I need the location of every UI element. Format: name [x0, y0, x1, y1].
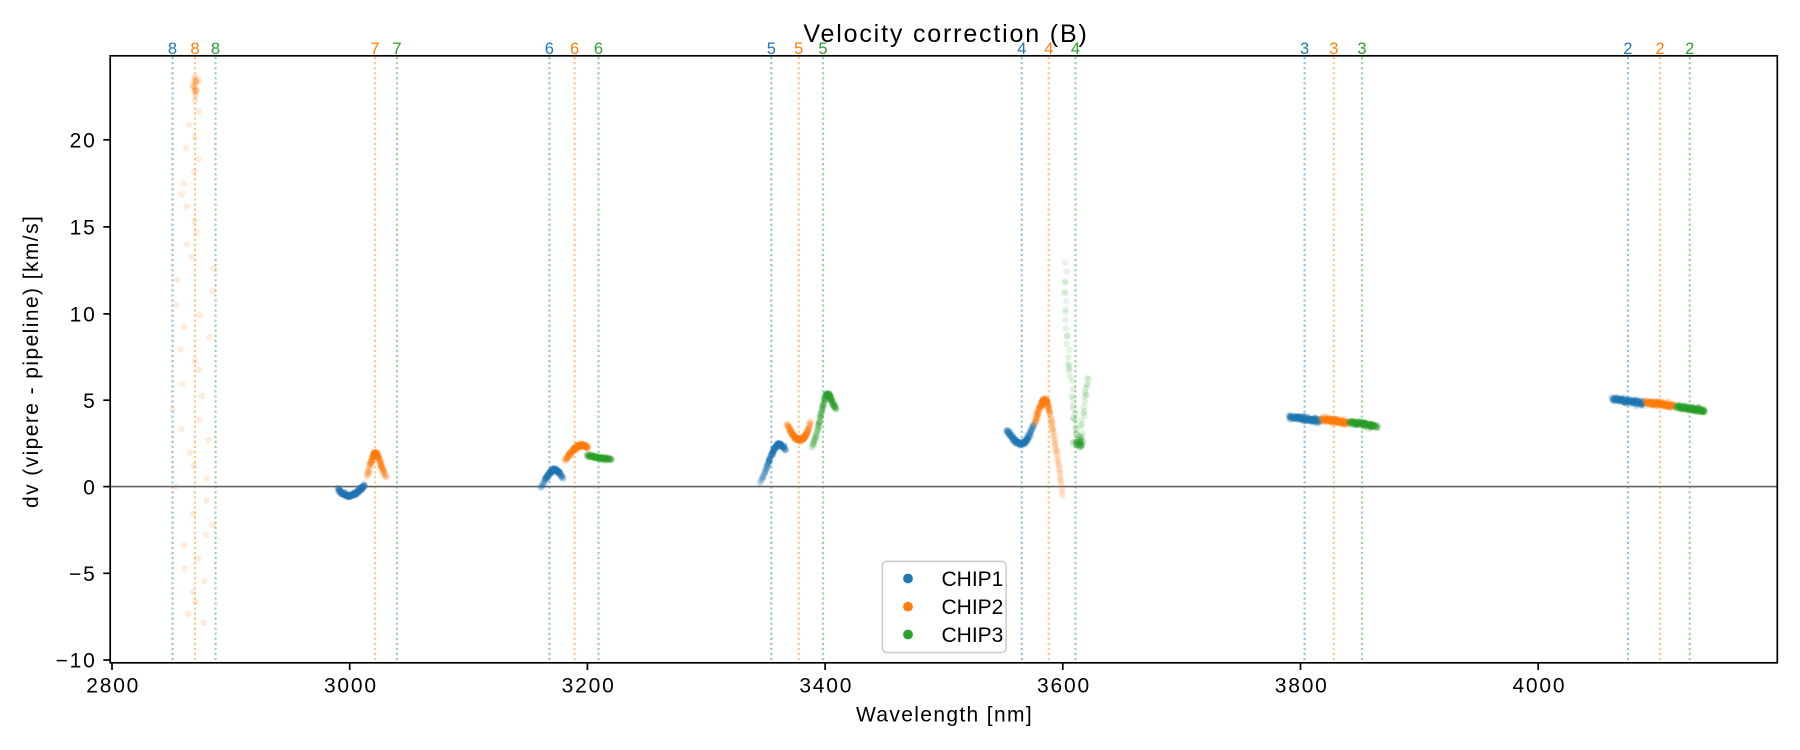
svg-text:5: 5	[767, 40, 776, 58]
svg-text:3: 3	[1329, 40, 1338, 58]
svg-text:7: 7	[392, 40, 401, 58]
svg-text:4000: 4000	[1512, 675, 1566, 698]
svg-text:10: 10	[70, 304, 97, 327]
svg-text:0: 0	[83, 476, 96, 499]
svg-text:3400: 3400	[799, 675, 853, 698]
svg-text:5: 5	[794, 40, 803, 58]
svg-text:5: 5	[83, 390, 96, 413]
svg-text:dv (vipere - pipeline) [km/s]: dv (vipere - pipeline) [km/s]	[20, 215, 43, 508]
svg-text:6: 6	[570, 40, 579, 58]
svg-text:6: 6	[594, 40, 603, 58]
svg-text:−10: −10	[56, 650, 97, 673]
svg-text:2: 2	[1623, 40, 1632, 58]
svg-text:CHIP3: CHIP3	[942, 624, 1004, 647]
svg-text:3800: 3800	[1275, 675, 1329, 698]
svg-text:2: 2	[1655, 40, 1664, 58]
svg-text:5: 5	[818, 40, 827, 58]
svg-text:15: 15	[70, 217, 97, 240]
svg-text:3600: 3600	[1037, 675, 1091, 698]
svg-text:−5: −5	[69, 563, 97, 586]
svg-text:4: 4	[1044, 40, 1053, 58]
svg-text:8: 8	[211, 40, 220, 58]
svg-text:3200: 3200	[562, 675, 616, 698]
svg-text:Wavelength [nm]: Wavelength [nm]	[856, 704, 1033, 727]
svg-text:3: 3	[1300, 40, 1309, 58]
svg-text:3: 3	[1357, 40, 1366, 58]
svg-text:4: 4	[1017, 40, 1026, 58]
svg-text:2800: 2800	[86, 675, 140, 698]
svg-text:8: 8	[190, 40, 199, 58]
svg-text:20: 20	[70, 130, 97, 153]
svg-text:6: 6	[545, 40, 554, 58]
svg-text:CHIP2: CHIP2	[942, 596, 1004, 619]
svg-text:2: 2	[1685, 40, 1694, 58]
svg-text:4: 4	[1071, 40, 1080, 58]
svg-text:7: 7	[370, 40, 379, 58]
svg-text:3000: 3000	[324, 675, 378, 698]
svg-text:8: 8	[168, 40, 177, 58]
svg-text:CHIP1: CHIP1	[942, 568, 1004, 591]
